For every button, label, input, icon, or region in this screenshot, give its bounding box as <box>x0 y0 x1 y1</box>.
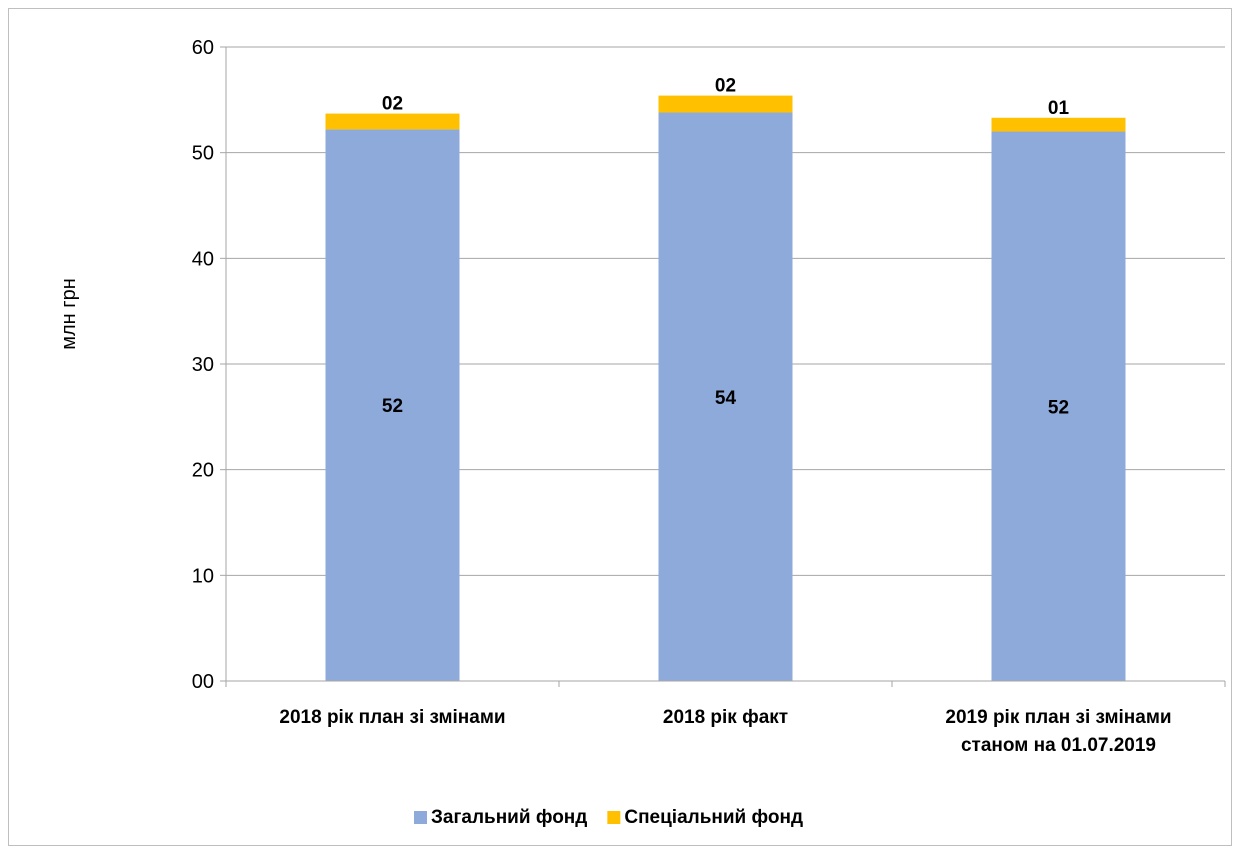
category-label: станом на 01.07.2019 <box>961 735 1156 756</box>
x-axis <box>225 680 1226 687</box>
data-label: 52 <box>382 396 403 417</box>
category-label: 2019 рік план зі змінами <box>945 707 1171 728</box>
data-labels: 52 02 54 02 52 01 <box>382 76 1070 419</box>
y-axis-ticks: 00 10 20 30 40 50 60 <box>192 37 227 693</box>
data-label: 02 <box>715 76 736 97</box>
y-tick-label: 40 <box>192 248 214 270</box>
y-tick-label: 30 <box>192 354 214 376</box>
y-tick-label: 10 <box>192 565 214 587</box>
data-label: 52 <box>1048 397 1069 418</box>
y-tick-label: 60 <box>192 37 214 59</box>
y-tick-label: 20 <box>192 460 214 482</box>
chart-frame: 00 10 20 30 40 50 60 52 02 54 02 52 01 2018 рік пла… <box>8 8 1232 846</box>
data-label: 02 <box>382 94 403 115</box>
bar-segment <box>325 113 460 130</box>
legend-swatch <box>607 811 621 824</box>
legend-label: Спеціальний фонд <box>624 807 803 828</box>
bar-segment <box>991 117 1126 132</box>
legend-label: Загальний фонд <box>431 807 587 828</box>
data-label: 54 <box>715 388 737 409</box>
category-label: 2018 рік план зі змінами <box>279 707 505 728</box>
y-axis-label: млн грн <box>58 278 80 349</box>
data-label: 01 <box>1048 98 1070 119</box>
legend-swatch <box>414 811 427 824</box>
bar-segment <box>325 129 460 682</box>
legend: Загальний фонд Спеціальний фонд <box>414 807 803 828</box>
bar-segment <box>658 95 793 113</box>
category-label: 2018 рік факт <box>663 707 788 728</box>
bar-segment <box>991 131 1126 681</box>
bars <box>325 95 1126 682</box>
category-labels: 2018 рік план зі змінами 2018 рік факт 201… <box>279 707 1171 756</box>
bar-segment <box>658 112 793 682</box>
bar-chart: 00 10 20 30 40 50 60 52 02 54 02 52 01 2018 рік пла… <box>58 37 1226 828</box>
y-tick-label: 00 <box>192 671 214 693</box>
y-tick-label: 50 <box>192 143 214 165</box>
